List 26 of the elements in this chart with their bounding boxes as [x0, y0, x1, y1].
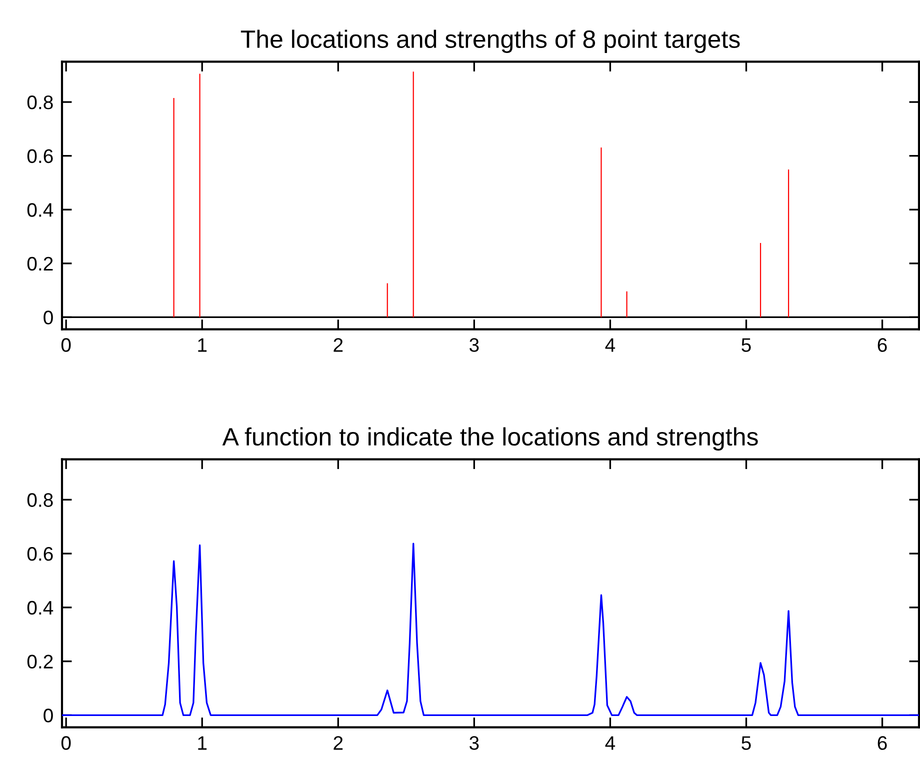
y-tick-label: 0 — [44, 310, 53, 324]
x-tick-label: 2 — [334, 338, 343, 352]
x-tick-label: 0 — [61, 338, 71, 352]
y-tick-label: 0.8 — [27, 493, 53, 507]
y-tick-label: 0.2 — [27, 256, 53, 271]
x-tick-label: 4 — [605, 736, 616, 750]
x-tick-label: 1 — [198, 736, 207, 750]
x-tick-label: 0 — [61, 736, 71, 750]
y-tick-label: 0.2 — [27, 654, 53, 669]
x-tick-label: 6 — [878, 736, 887, 750]
x-tick-label: 2 — [334, 736, 343, 750]
y-tick-label: 0 — [44, 708, 53, 722]
x-tick-label: 5 — [742, 338, 751, 352]
x-tick-label: 5 — [742, 736, 751, 750]
x-tick-label: 1 — [198, 338, 207, 352]
x-tick-label: 6 — [878, 338, 887, 352]
y-tick-label: 0.6 — [27, 149, 53, 164]
y-tick-label: 0.6 — [27, 547, 53, 561]
chart-title: The locations and strengths of 8 point targets — [240, 30, 740, 53]
y-tick-label: 0.4 — [27, 203, 54, 217]
x-tick-label: 4 — [605, 338, 616, 352]
chart-title: A function to indicate the locations and strengths — [222, 427, 758, 451]
y-tick-label: 0.4 — [27, 600, 54, 615]
y-tick-label: 0.8 — [27, 96, 53, 110]
x-tick-label: 3 — [470, 338, 479, 352]
x-tick-label: 3 — [470, 736, 479, 750]
